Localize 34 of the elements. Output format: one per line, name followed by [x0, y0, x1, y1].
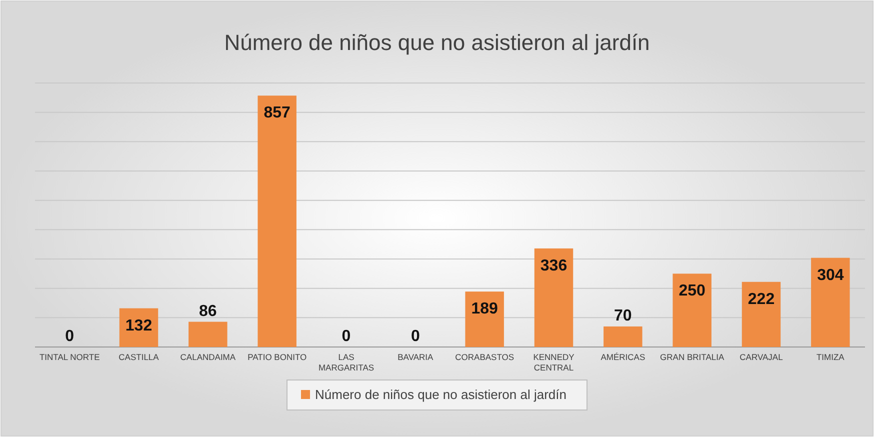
bar	[258, 96, 296, 347]
x-tick-label: PATIO BONITO	[248, 352, 307, 362]
x-tick-label: CASTILLA	[118, 352, 160, 362]
bar	[672, 274, 712, 347]
x-tick-label: CALANDAIMA	[180, 352, 236, 362]
bar	[742, 282, 781, 347]
x-tick-label: BAVARIA	[398, 352, 434, 362]
bar	[534, 248, 574, 347]
x-tick-label: AMÉRICAS	[600, 352, 646, 362]
x-tick-label: LAS MARGARITAS	[318, 352, 374, 372]
x-tick-label: TIMIZA	[816, 352, 845, 362]
x-tick-label: TINTAL NORTE	[39, 352, 100, 362]
x-tick-label: GRAN BRITALIA	[660, 352, 724, 362]
bar	[465, 292, 504, 347]
data-label: 70	[614, 307, 632, 324]
data-label: 189	[471, 300, 498, 318]
data-label: 132	[125, 317, 152, 334]
bar	[811, 258, 850, 347]
x-tick-label: CORABASTOS	[455, 352, 514, 362]
data-label: 304	[817, 266, 844, 284]
x-tick-label: KENNEDY CENTRAL	[533, 352, 575, 372]
legend-label: Número de niños que no asistieron al jardín	[315, 387, 566, 402]
bar	[604, 326, 642, 347]
data-label: 857	[264, 104, 291, 122]
data-label: 336	[540, 257, 568, 274]
chart-title: Número de niños que no asistieron al jardín	[224, 30, 650, 55]
data-label: 0	[342, 328, 351, 345]
data-label: 222	[748, 290, 775, 308]
data-label: 86	[199, 302, 217, 320]
data-label: 0	[410, 328, 420, 345]
data-label: 250	[678, 282, 706, 300]
bar	[188, 322, 228, 347]
x-tick-label: CARVAJAL	[740, 352, 784, 362]
data-label: 0	[65, 328, 74, 345]
